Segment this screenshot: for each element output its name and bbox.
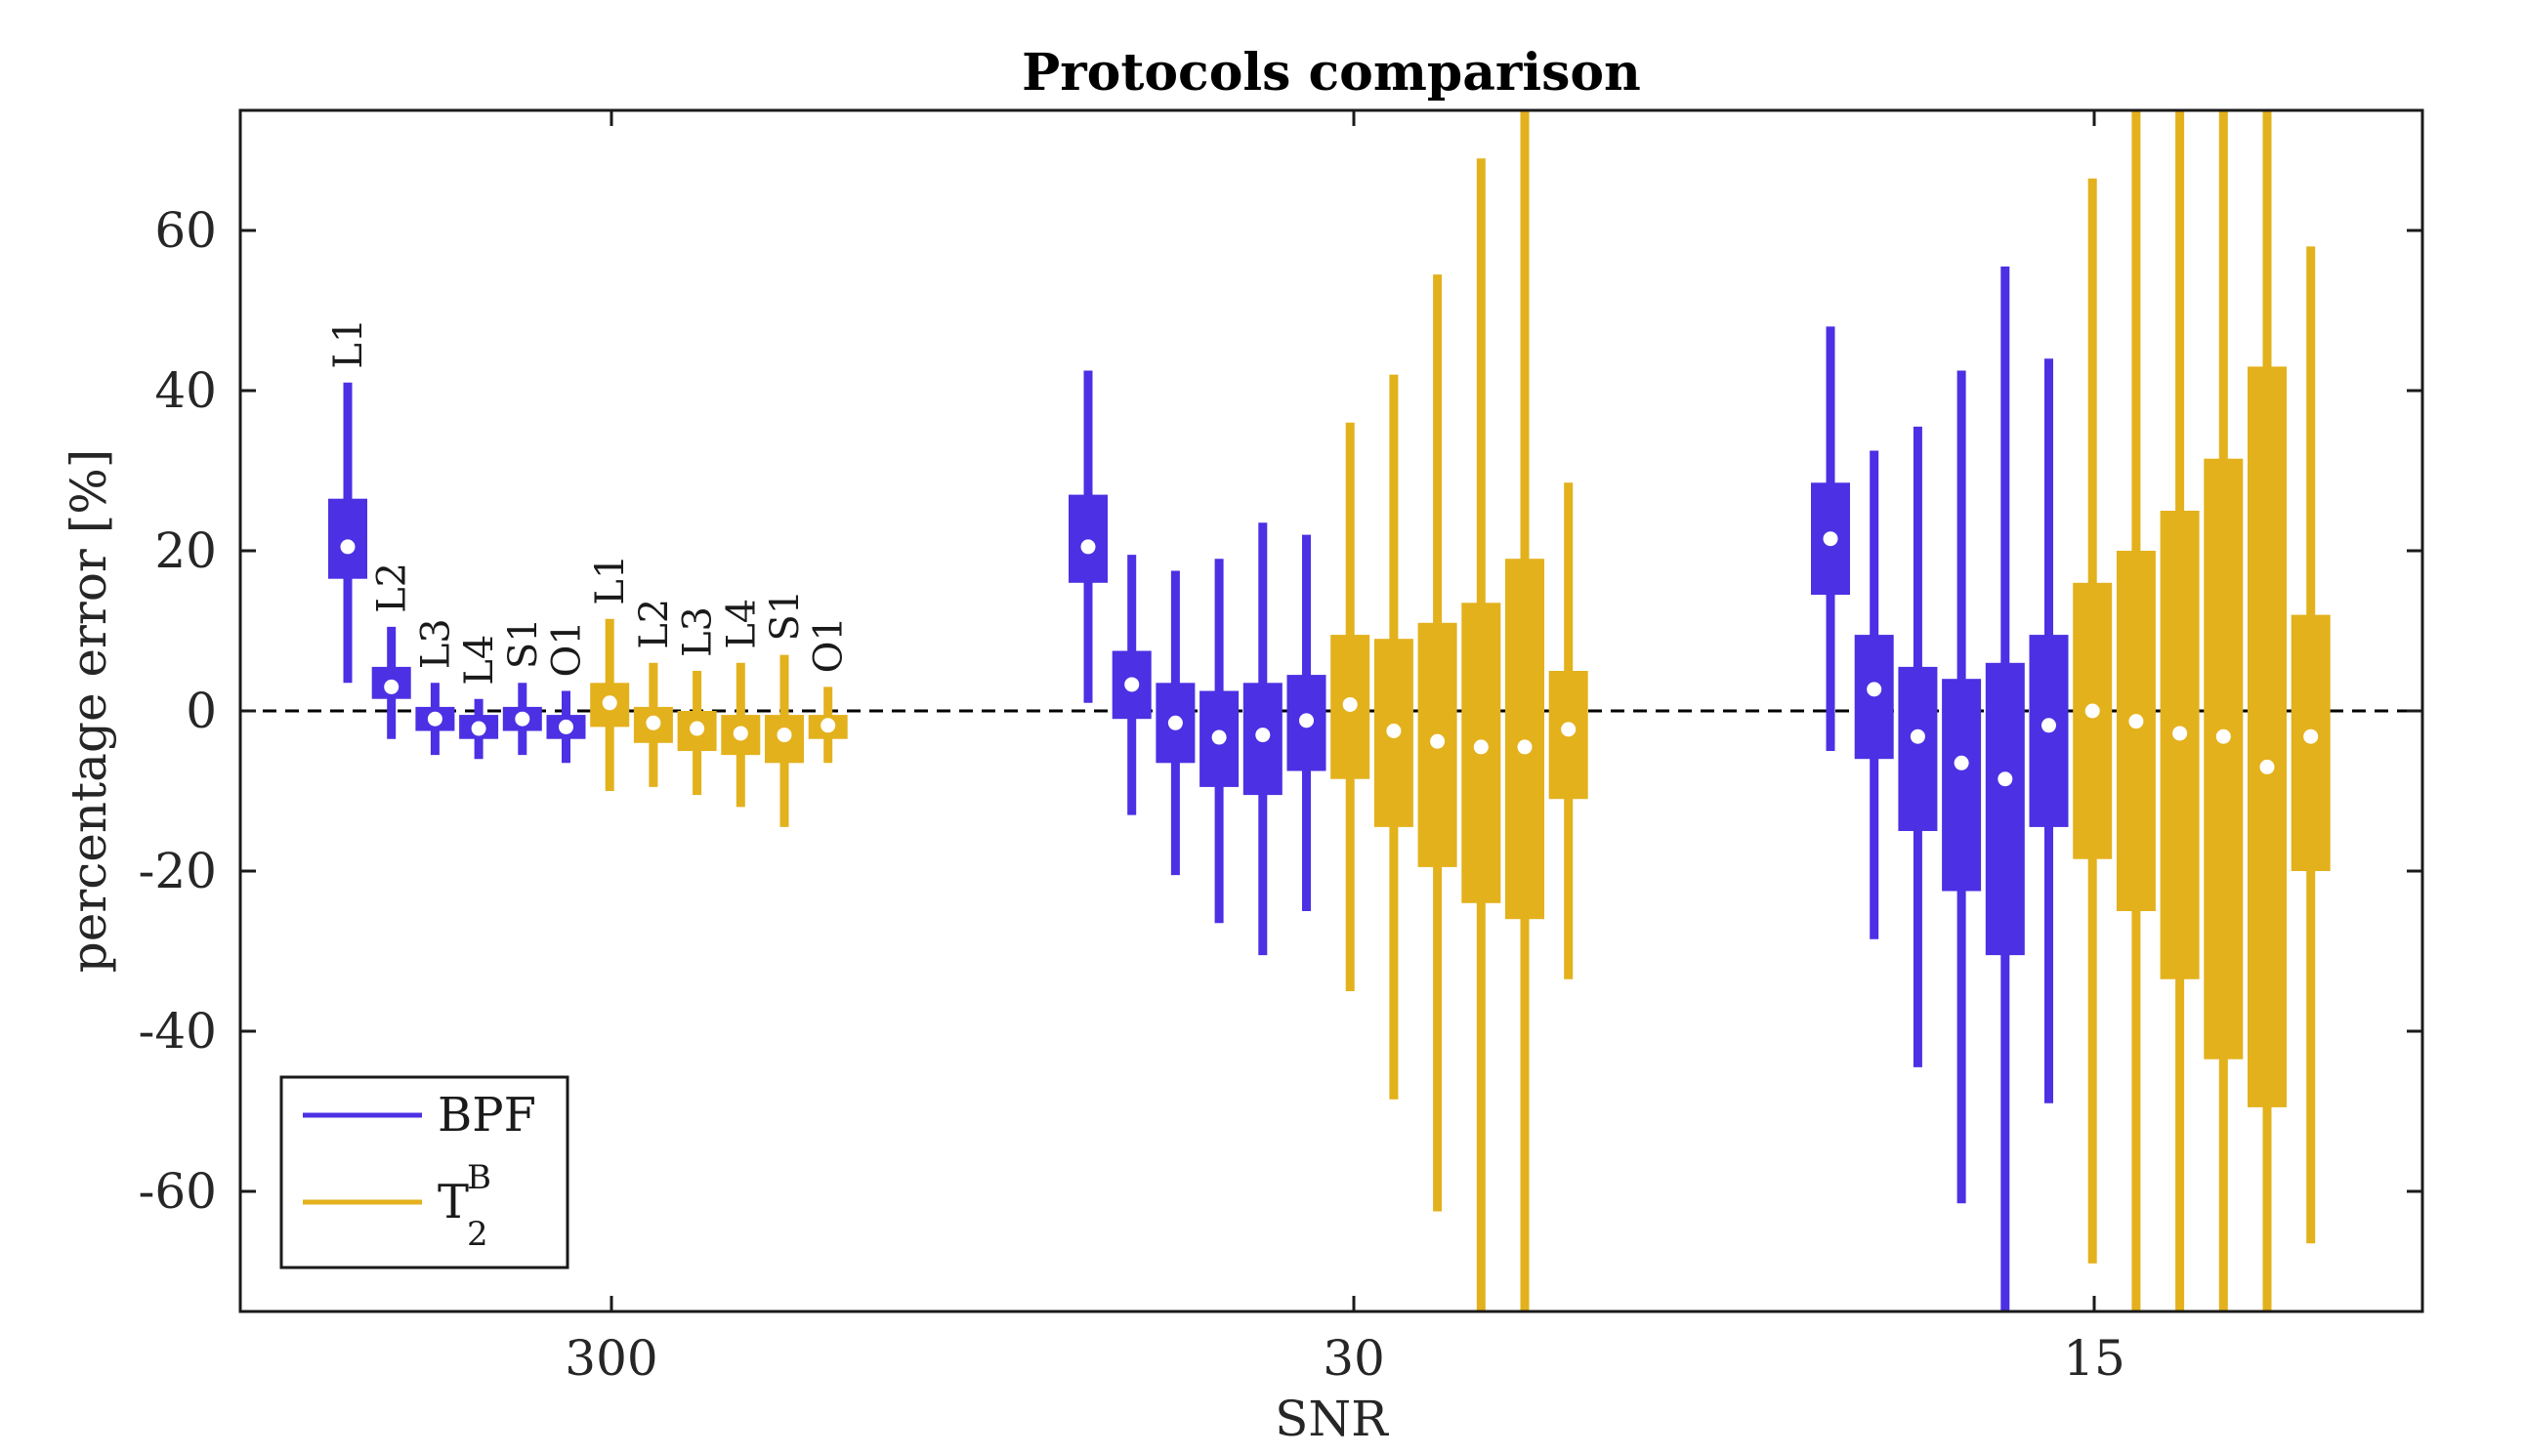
median-dot-bpf-l3	[1167, 715, 1183, 730]
legend: BPF T B 2	[279, 1075, 569, 1269]
y-tick-label: 40	[154, 362, 217, 419]
median-dot-bpf-l4	[471, 721, 486, 736]
legend-label-bpf: BPF	[438, 1088, 536, 1143]
legend-label-t2b-subscript: 2	[467, 1215, 488, 1254]
median-dot-bpf-s1	[515, 711, 530, 727]
box-t2b-l2	[2116, 551, 2156, 911]
protocol-label-t2b-l1: L1	[588, 555, 633, 605]
median-dot-bpf-l2	[1867, 682, 1882, 697]
median-dot-t2b-l1	[2084, 703, 2100, 719]
box-bpf-l4	[1942, 679, 1982, 892]
x-tick-label: 15	[2063, 1330, 2125, 1387]
box-t2b-l3	[2160, 511, 2200, 979]
x-tick-label: 300	[565, 1330, 657, 1387]
median-dot-t2b-l3	[1430, 733, 1446, 749]
y-axis-label: percentage error [%]	[61, 449, 117, 974]
median-dot-bpf-o1	[1299, 713, 1314, 728]
median-dot-t2b-s1	[2259, 759, 2275, 774]
protocol-label-bpf-l4: L4	[457, 635, 502, 686]
protocol-label-t2b-s1: S1	[763, 590, 808, 642]
protocol-label-bpf-l3: L3	[413, 618, 458, 669]
y-tick-label: 20	[154, 522, 217, 579]
median-dot-t2b-l1	[602, 695, 617, 711]
protocol-label-t2b-l2: L2	[632, 599, 677, 649]
legend-label-t2b-superscript: B	[467, 1158, 491, 1197]
median-dot-bpf-l3	[1910, 728, 1925, 744]
median-dot-t2b-l2	[2128, 714, 2144, 729]
protocol-label-bpf-o1: O1	[545, 620, 590, 677]
box-t2b-s1	[1505, 559, 1544, 920]
median-dot-bpf-l1	[340, 539, 356, 555]
median-dot-bpf-s1	[1998, 771, 2013, 787]
median-dot-bpf-l4	[1211, 729, 1227, 745]
chart-title: Protocols comparison	[1022, 43, 1641, 103]
median-dot-t2b-l3	[690, 721, 705, 736]
median-dot-bpf-s1	[1255, 728, 1271, 743]
protocol-label-bpf-l1: L1	[326, 318, 371, 369]
median-dot-t2b-l4	[733, 726, 748, 741]
box-bpf-l1	[328, 498, 367, 579]
median-dot-t2b-l4	[2215, 728, 2231, 744]
median-dot-bpf-o1	[559, 719, 573, 734]
median-dot-bpf-l4	[1954, 755, 1969, 770]
y-tick-label: -40	[138, 1003, 217, 1060]
protocol-label-t2b-l3: L3	[676, 606, 721, 657]
median-dot-bpf-l2	[384, 679, 400, 694]
median-dot-t2b-l2	[1386, 724, 1402, 738]
protocol-label-bpf-l2: L2	[370, 562, 415, 613]
box-t2b-s1	[2248, 366, 2287, 1107]
median-dot-t2b-l2	[646, 715, 661, 730]
median-dot-bpf-l1	[1823, 531, 1838, 547]
legend-label-t2b: T	[438, 1175, 469, 1229]
x-axis-label: SNR	[1275, 1391, 1389, 1447]
protocol-label-t2b-o1: O1	[807, 616, 852, 673]
median-dot-bpf-l3	[427, 711, 442, 727]
legend-box	[279, 1075, 569, 1269]
median-dot-bpf-o1	[2041, 718, 2056, 733]
y-tick-label: 0	[186, 683, 217, 739]
median-dot-t2b-s1	[777, 728, 792, 743]
y-tick-label: -60	[138, 1163, 217, 1220]
protocol-label-bpf-s1: S1	[501, 617, 546, 669]
protocol-label-t2b-l4: L4	[719, 599, 764, 649]
median-dot-t2b-o1	[2303, 728, 2319, 744]
box-t2b-l4	[2204, 458, 2244, 1060]
median-dot-t2b-l3	[2172, 726, 2188, 741]
median-dot-t2b-o1	[1561, 722, 1577, 737]
y-tick-label: 60	[154, 202, 217, 259]
box-t2b-l1	[2073, 582, 2113, 859]
x-tick-label: 30	[1323, 1330, 1385, 1387]
box-bpf-s1	[1985, 662, 2025, 956]
median-dot-t2b-s1	[1517, 739, 1533, 755]
legend-label-t2b-base: T	[438, 1175, 469, 1229]
median-dot-bpf-l2	[1124, 677, 1140, 692]
box-bpf-l3	[1898, 666, 1938, 831]
y-tick-label: -20	[138, 843, 217, 899]
median-dot-t2b-l1	[1342, 696, 1358, 712]
median-dot-bpf-l1	[1080, 539, 1096, 555]
box-bpf-l2	[1854, 635, 1894, 760]
median-dot-t2b-o1	[820, 718, 836, 733]
box-bpf-l1	[1069, 494, 1108, 583]
median-dot-t2b-l4	[1473, 739, 1489, 755]
